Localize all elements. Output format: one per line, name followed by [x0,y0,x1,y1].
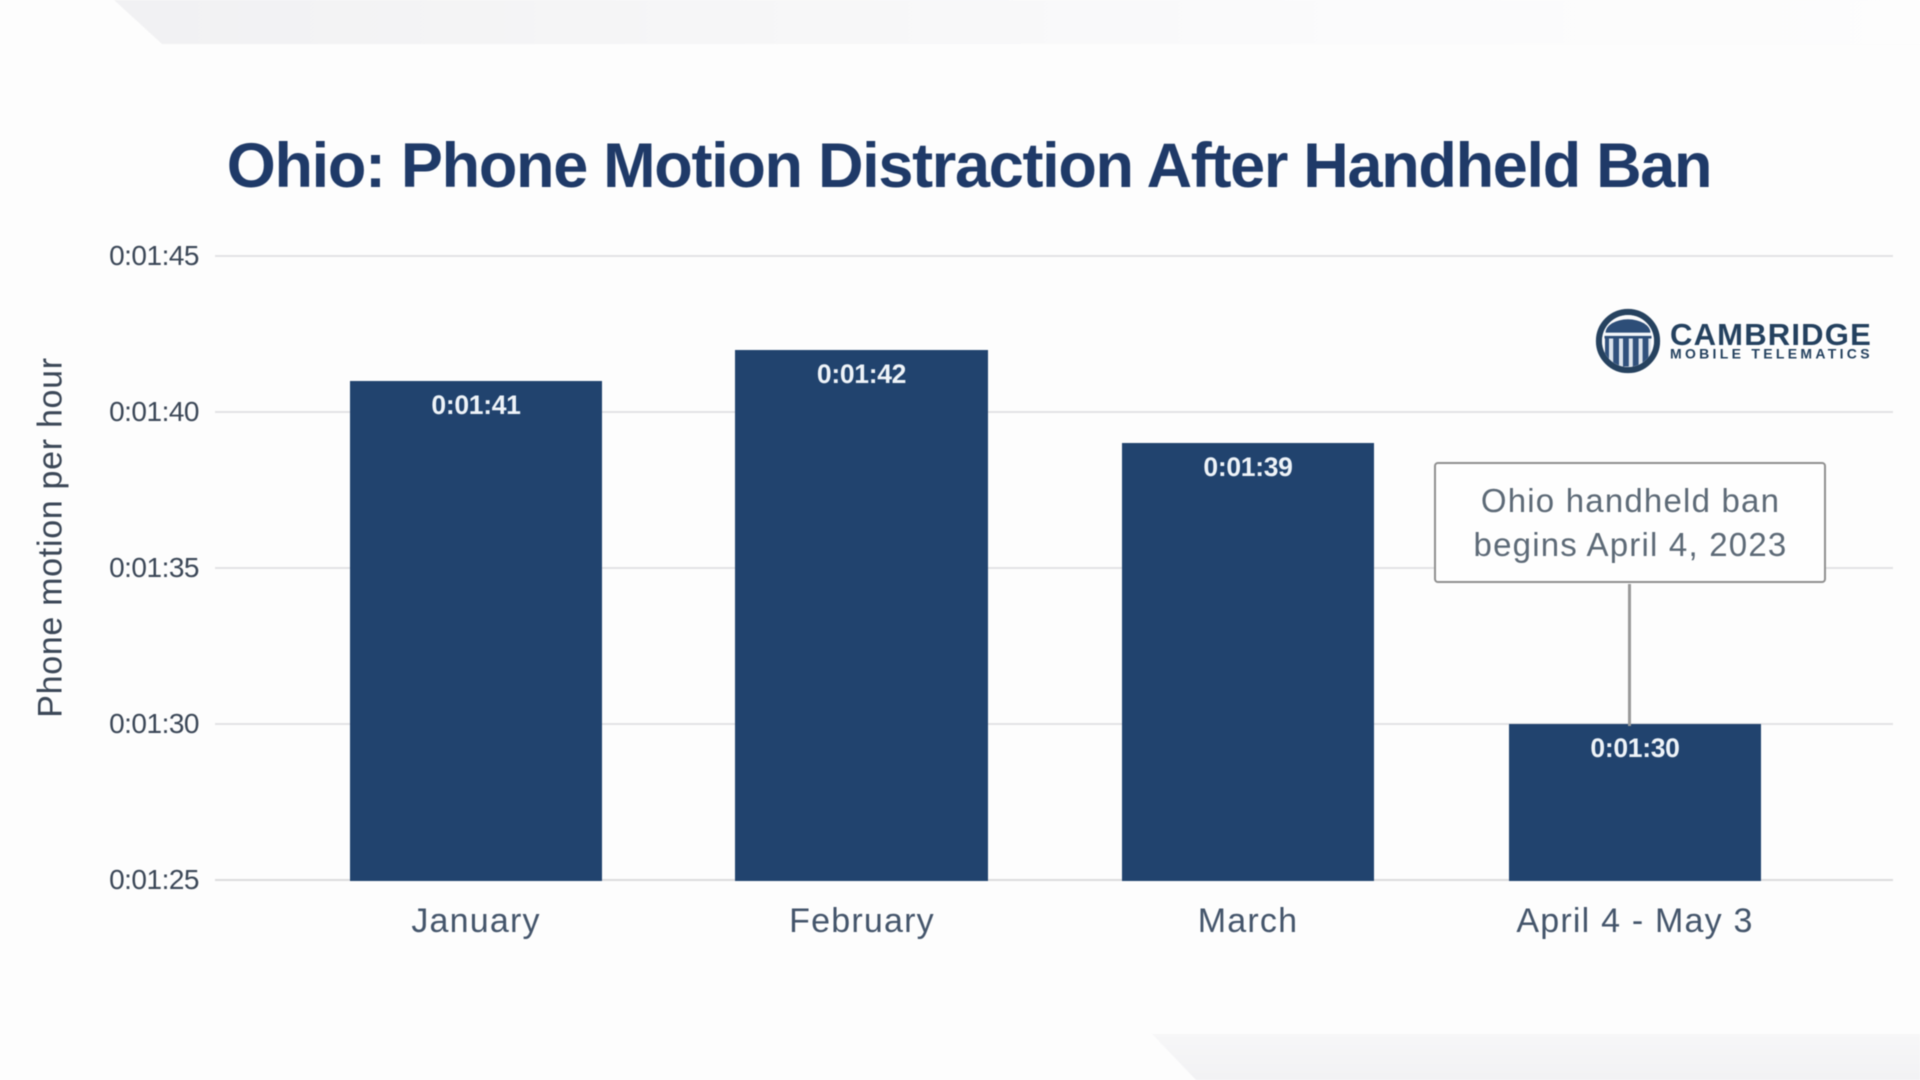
svg-text:CAMBRIDGE: CAMBRIDGE [1670,317,1872,352]
svg-text:MOBILE TELEMATICS: MOBILE TELEMATICS [1670,346,1873,362]
